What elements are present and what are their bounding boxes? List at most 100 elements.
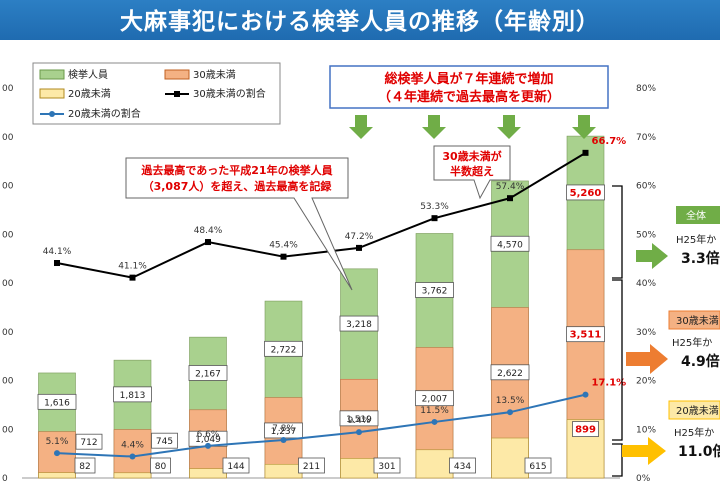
increase-arrows bbox=[349, 115, 596, 139]
side-sub: H25年か bbox=[672, 336, 712, 349]
down-arrow-icon bbox=[497, 115, 521, 139]
bar-under20 bbox=[491, 437, 529, 479]
line-point bbox=[205, 239, 211, 246]
legend-label-total: 検挙人員 bbox=[68, 68, 108, 81]
banner-line-1: 総検挙人員が７年連続で増加 bbox=[384, 71, 553, 87]
legend-marker-under20-share bbox=[49, 111, 55, 117]
bar-under20 bbox=[38, 472, 76, 479]
y-left-tick: 00 bbox=[2, 328, 14, 338]
bar-under20 bbox=[340, 458, 378, 479]
label-under20: 434 bbox=[454, 462, 471, 472]
label-under20: 899 bbox=[575, 425, 596, 436]
label-under30-box bbox=[75, 433, 103, 450]
y-left-tick: 00 bbox=[2, 84, 14, 94]
legend-label-under30-share: 30歳未満の割合 bbox=[193, 87, 266, 100]
label-total-box bbox=[113, 386, 152, 403]
line-label: 6.6% bbox=[197, 430, 220, 440]
label-total-box bbox=[188, 365, 228, 381]
y-right-tick: 40% bbox=[636, 279, 656, 289]
down-arrow-icon bbox=[349, 115, 373, 139]
side-sub: H25年か bbox=[674, 426, 714, 439]
side-value: 4.9倍 bbox=[681, 353, 720, 370]
label-under30: 1,237 bbox=[271, 427, 297, 437]
y-left-tick: 00 bbox=[2, 425, 14, 435]
majority-line-1: 30歳未満が bbox=[442, 149, 501, 163]
line-under30-share: 44.1% 41.1% 48.4% 45.4% 47.2% 53.3% 57.4% 66.7% bbox=[43, 136, 627, 281]
line-under20-share: 5.1% 4.4% 6.6% 7.8% 9.4% 11.5% 13.5% 17.1% bbox=[46, 378, 627, 460]
record-line-2: （3,087人）を超え、過去最高を記録 bbox=[143, 179, 333, 193]
y-left-tick: 00 bbox=[2, 377, 14, 387]
line-point bbox=[356, 244, 362, 251]
label-under30: 1,519 bbox=[346, 415, 372, 425]
label-under30-box bbox=[339, 410, 379, 427]
line-label: 48.4% bbox=[194, 226, 223, 236]
y-right-tick: 0% bbox=[636, 474, 651, 483]
y-right-tick: 60% bbox=[636, 182, 656, 192]
right-arrow-icon bbox=[626, 344, 668, 374]
line-label: 66.7% bbox=[592, 136, 627, 147]
side-panel-under20: 20歳未満 H25年か 11.0倍 bbox=[668, 400, 720, 460]
bar-under20 bbox=[264, 463, 303, 479]
side-arrows bbox=[622, 243, 668, 465]
bracket-total bbox=[612, 185, 623, 279]
line-point bbox=[582, 149, 589, 156]
label-under20-box bbox=[524, 457, 552, 474]
y-axis-right: 0% 10% 20% 30% 40% 50% 60% 70% 80% bbox=[636, 84, 656, 483]
line-point bbox=[129, 453, 136, 460]
line-label: 57.4% bbox=[496, 182, 525, 192]
side-tag-bg bbox=[668, 400, 720, 420]
side-tag-bg bbox=[668, 310, 720, 330]
bar-under20 bbox=[415, 449, 454, 479]
side-value: 3.3倍 bbox=[681, 250, 720, 267]
legend-label-under20: 20歳未満 bbox=[68, 88, 111, 100]
line-label: 9.4% bbox=[348, 416, 371, 426]
label-total-box bbox=[339, 315, 379, 332]
label-under30-box bbox=[151, 432, 178, 449]
label-under20-box bbox=[150, 457, 171, 474]
side-panel-under30: 30歳未満 H25年か 4.9倍 bbox=[668, 310, 720, 370]
legend-marker-under30-share bbox=[174, 91, 180, 97]
y-right-tick: 20% bbox=[636, 377, 656, 387]
label-total: 4,570 bbox=[497, 240, 523, 250]
down-arrow-icon bbox=[422, 115, 446, 139]
bar-labels: 1,616 712 82 1,813 745 80 2,167 1,049 144 2,722 1,… bbox=[37, 184, 605, 474]
label-total: 1,616 bbox=[44, 398, 70, 408]
label-under20-box bbox=[572, 421, 599, 437]
label-under20-box bbox=[222, 457, 250, 474]
y-left-tick: 00 bbox=[2, 279, 14, 289]
label-under30: 712 bbox=[80, 438, 97, 448]
label-total-box bbox=[490, 235, 530, 252]
label-under20: 615 bbox=[529, 462, 546, 472]
legend-swatch-total bbox=[39, 69, 65, 80]
label-under30-box bbox=[566, 326, 605, 343]
record-callout-box bbox=[125, 157, 353, 291]
down-arrow-icon bbox=[572, 115, 596, 139]
label-under30: 745 bbox=[156, 437, 173, 447]
majority-callout: 30歳未満が 半数超え bbox=[433, 145, 511, 200]
line-label: 17.1% bbox=[592, 378, 627, 389]
label-under20-box bbox=[449, 457, 476, 474]
banner-line-2: （４年連続で過去最高を更新） bbox=[378, 89, 560, 105]
banner-box bbox=[329, 65, 609, 109]
y-right-tick: 30% bbox=[636, 328, 656, 338]
majority-callout-box bbox=[433, 145, 511, 200]
page-title: 大麻事犯における検挙人員の推移（年齢別） bbox=[120, 9, 600, 35]
majority-line-2: 半数超え bbox=[450, 164, 494, 178]
line-point bbox=[431, 418, 438, 425]
label-total-box bbox=[37, 393, 77, 410]
line-label: 11.5% bbox=[420, 406, 449, 416]
line-label: 53.3% bbox=[420, 202, 449, 212]
line-point bbox=[54, 260, 60, 267]
title-bar: 大麻事犯における検挙人員の推移（年齢別） bbox=[0, 0, 720, 40]
right-arrow-icon bbox=[622, 437, 666, 465]
label-total: 2,722 bbox=[271, 345, 297, 355]
label-under20: 80 bbox=[155, 462, 167, 472]
bar-under20 bbox=[189, 468, 227, 479]
legend-label-under30: 30歳未満 bbox=[193, 69, 236, 81]
label-total: 3,218 bbox=[346, 320, 372, 330]
line-point bbox=[507, 409, 513, 416]
label-total-box bbox=[264, 340, 303, 357]
label-under30: 1,049 bbox=[195, 435, 221, 445]
line-label: 13.5% bbox=[496, 396, 525, 406]
label-under30: 2,622 bbox=[497, 369, 523, 379]
